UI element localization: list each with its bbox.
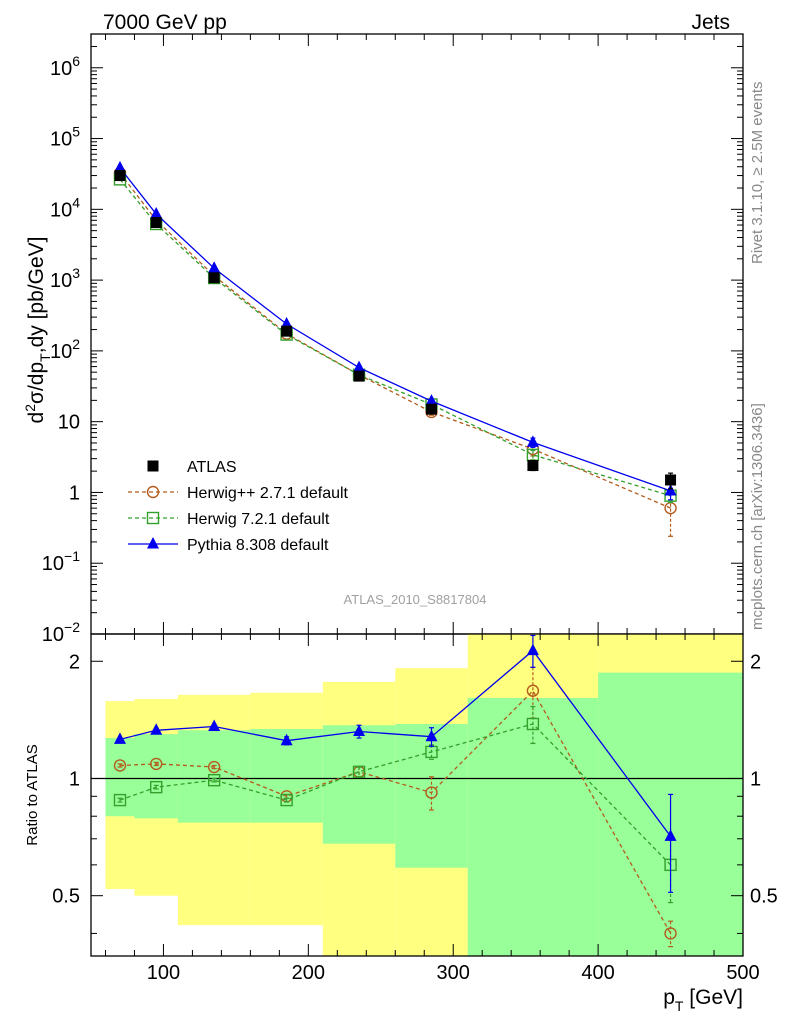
y-tick-label: 1 — [69, 482, 80, 504]
y-tick-label: 102 — [50, 336, 80, 363]
data-point — [353, 724, 366, 737]
ratio-y-tick-label-right: 1 — [750, 768, 761, 790]
ratio-panel: 100 200 300 400 500 0.5 0.5 1 1 2 2 — [52, 34, 778, 984]
series-line — [119, 689, 672, 934]
x-tick-label: 200 — [292, 962, 325, 984]
data-point — [353, 360, 366, 373]
data-point — [208, 719, 221, 731]
data-point — [425, 786, 438, 799]
x-axis-label: pT [GeV] — [663, 986, 743, 1014]
data-point — [280, 316, 293, 329]
ratio-y-tick-label-right: 2 — [750, 651, 761, 673]
data-point — [425, 729, 438, 742]
legend-marker — [147, 460, 159, 472]
y-tick-label: 10−1 — [42, 548, 80, 575]
data-point — [353, 370, 365, 382]
mcplots-label: mcplots.cern.ch [arXiv:1306.3436] — [749, 403, 766, 630]
legend-marker — [146, 485, 160, 499]
data-point — [664, 927, 677, 940]
x-tick-label: 500 — [726, 962, 759, 984]
y-tick-label: 106 — [50, 53, 80, 80]
data-point — [208, 261, 221, 273]
data-point — [425, 394, 438, 406]
legend-label: Pythia 8.308 default — [187, 537, 329, 554]
x-tick-label: 100 — [147, 962, 180, 984]
data-point — [150, 217, 162, 229]
main-panel: 10−2 10−1 1 10 102 103 104 105 106 ATLAS Herwig++ … — [42, 33, 744, 646]
main-ylabel: d2σ/dpT,dy [pb/GeV] — [22, 237, 53, 424]
data-point — [149, 757, 163, 771]
data-point — [526, 717, 540, 731]
legend-label: Herwig 7.2.1 default — [187, 511, 330, 528]
data-point — [113, 732, 126, 744]
x-tick-label: 400 — [581, 962, 614, 984]
data-point — [150, 206, 163, 219]
data-point — [113, 793, 127, 807]
ratio-y-tick-label-right: 0.5 — [750, 886, 778, 908]
data-point — [664, 483, 677, 496]
data-point — [526, 435, 539, 447]
data-point — [113, 759, 127, 772]
data-point — [114, 170, 126, 182]
band-green — [322, 725, 396, 844]
data-point — [281, 325, 293, 337]
legend-marker — [147, 537, 159, 549]
series-line — [119, 167, 671, 492]
band-green — [467, 697, 599, 956]
data-point — [150, 723, 163, 735]
rivet-label: Rivet 3.1.10, ≥ 2.5M events — [749, 82, 766, 265]
series-line — [119, 178, 671, 497]
legend-marker — [146, 511, 160, 525]
data-point — [664, 829, 677, 841]
x-tick-label: 300 — [437, 962, 470, 984]
y-tick-label: 103 — [50, 265, 80, 292]
legend-label: Herwig++ 2.7.1 default — [187, 485, 349, 502]
data-point — [113, 160, 126, 173]
data-point — [280, 733, 293, 746]
watermark: ATLAS_2010_S8817804 — [344, 592, 487, 607]
data-point — [527, 460, 539, 472]
series-line — [119, 723, 672, 866]
data-point — [280, 793, 293, 807]
data-point — [425, 403, 437, 415]
band-green — [395, 724, 468, 868]
ratio-ylabel: Ratio to ATLAS — [24, 744, 41, 845]
header-right: Jets — [691, 11, 730, 34]
data-point — [665, 474, 677, 486]
header-left: 7000 GeV pp — [103, 11, 227, 34]
series-line — [119, 649, 672, 837]
band-green — [134, 734, 178, 819]
band-green — [177, 730, 251, 823]
band-green — [105, 738, 135, 817]
data-point — [526, 684, 540, 697]
ratio-frame — [90, 633, 744, 957]
data-point — [526, 643, 539, 656]
ratio-y-tick-label: 0.5 — [52, 886, 80, 908]
data-point — [149, 780, 163, 794]
data-point — [352, 765, 366, 779]
data-point — [208, 272, 220, 284]
ratio-y-tick-label: 2 — [69, 651, 80, 673]
legend-label: ATLAS — [187, 459, 237, 476]
y-tick-label: 10 — [58, 412, 80, 434]
series-line — [119, 172, 671, 509]
y-tick-label: 10−2 — [42, 619, 80, 646]
y-tick-label: 105 — [50, 124, 80, 151]
y-tick-label: 104 — [50, 194, 80, 221]
legend: ATLAS Herwig++ 2.7.1 default Herwig 7.2.1 … — [128, 459, 349, 554]
data-point — [207, 760, 221, 774]
data-point — [207, 773, 221, 787]
ratio-y-tick-label: 1 — [69, 768, 80, 790]
